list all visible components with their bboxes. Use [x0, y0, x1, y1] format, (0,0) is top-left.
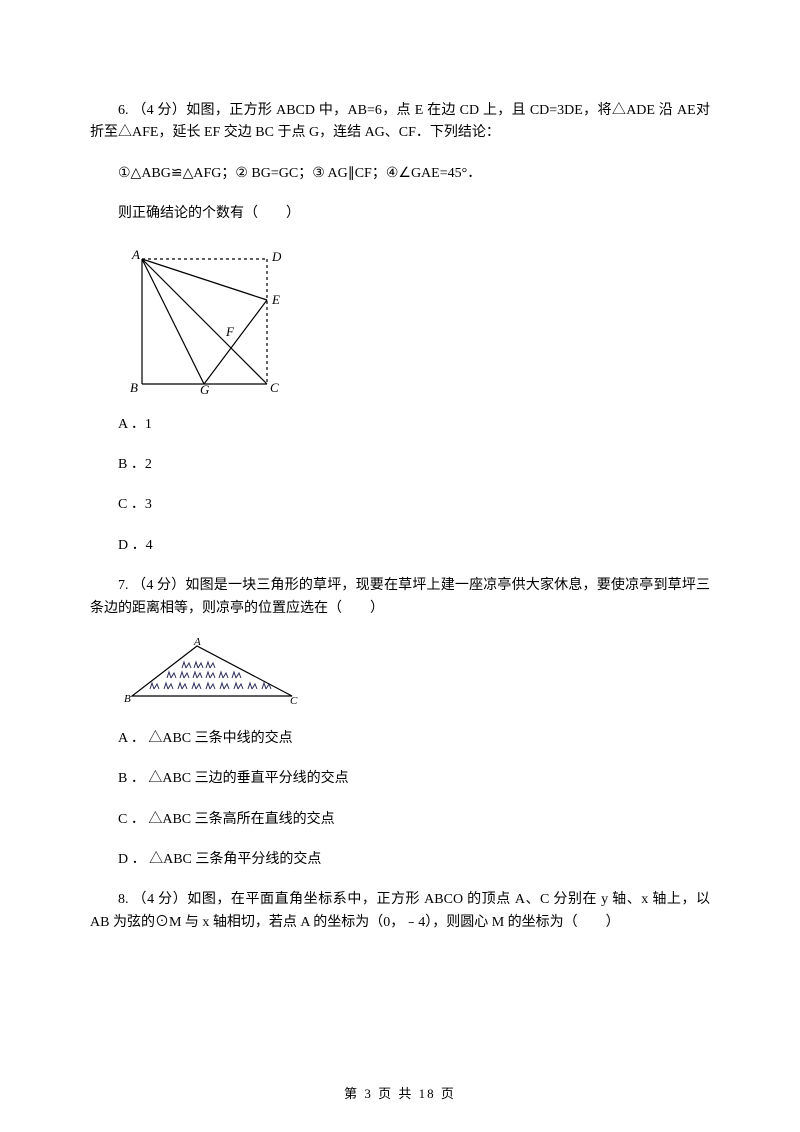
- q6-option-b: B ．2: [90, 454, 710, 476]
- q6-label-g: G: [200, 382, 210, 394]
- q6-label-e: E: [271, 292, 280, 307]
- q6-option-a: A ．1: [90, 414, 710, 436]
- q6-figure: A D E F B G C: [122, 244, 710, 394]
- q6-label-d: D: [271, 249, 282, 264]
- q6-label-b: B: [130, 380, 138, 394]
- q6-label-a: A: [131, 247, 140, 262]
- q7-option-b: B ． △ABC 三边的垂直平分线的交点: [90, 768, 710, 790]
- q6-stem-1: 6. （4 分）如图，正方形 ABCD 中，AB=6，点 E 在边 CD 上，且…: [90, 100, 710, 145]
- q6-option-d: D ．4: [90, 535, 710, 557]
- q6-label-c: C: [270, 380, 279, 394]
- q7-option-d: D ． △ABC 三条角平分线的交点: [90, 849, 710, 871]
- q7-option-c: C ． △ABC 三条高所在直线的交点: [90, 809, 710, 831]
- q6-stem-2: ①△ABG≌△AFG；② BG=GC；③ AG∥CF；④∠GAE=45°．: [90, 163, 710, 185]
- q7-option-a: A ． △ABC 三条中线的交点: [90, 728, 710, 750]
- q7-figure: A B C: [122, 638, 710, 708]
- q6-option-c: C ．3: [90, 494, 710, 516]
- page-footer: 第 3 页 共 18 页: [0, 1083, 800, 1102]
- q8-stem: 8. （4 分）如图，在平面直角坐标系中，正方形 ABCO 的顶点 A、C 分别…: [90, 889, 710, 934]
- q7-label-c: C: [290, 695, 298, 707]
- q6-stem-3: 则正确结论的个数有（ ）: [90, 203, 710, 225]
- q6-label-f: F: [225, 324, 235, 339]
- q7-stem: 7. （4 分）如图是一块三角形的草坪，现要在草坪上建一座凉亭供大家休息，要使凉…: [90, 575, 710, 620]
- q7-label-a: A: [193, 638, 201, 648]
- q7-label-b: B: [124, 693, 131, 705]
